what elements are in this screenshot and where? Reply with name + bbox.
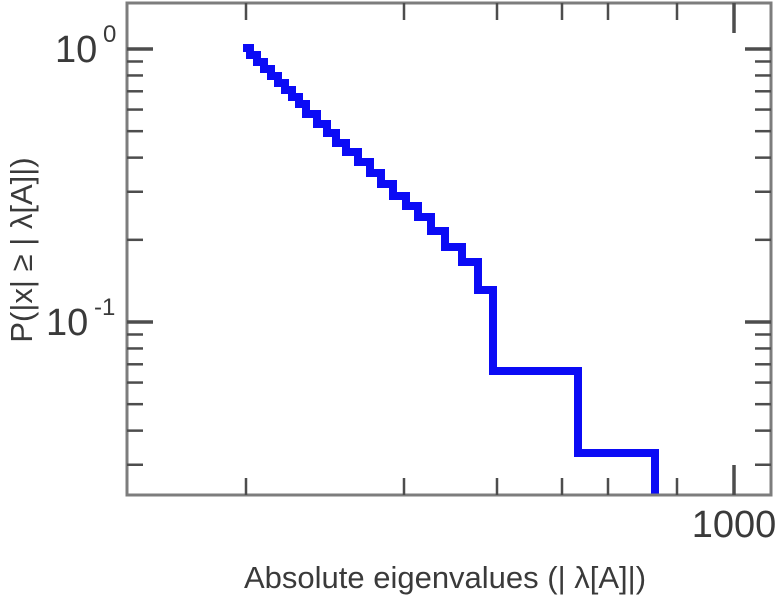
x-tick-label-1000: 1000	[692, 504, 777, 546]
y-tick-label-1e0-mantissa: 10	[55, 29, 97, 71]
y-tick-label-1e0-exponent: 0	[103, 21, 116, 48]
x-axis-top-ticks	[244, 3, 736, 33]
plot-border	[125, 1, 773, 497]
y-tick-label-1e-1-mantissa: 10	[46, 302, 88, 344]
plot-frame	[125, 1, 773, 497]
series-line-0	[243, 44, 659, 494]
x-axis-bottom-ticks	[244, 465, 736, 495]
y-axis-right-ticks	[745, 47, 771, 466]
x-axis-title: Absolute eigenvalues (| λ[A]|)	[244, 560, 646, 595]
data-series-layer	[243, 44, 659, 494]
y-tick-label-1e-1-exponent: -1	[94, 294, 115, 321]
y-axis-title: P(|x| ≥ | λ[A]|)	[4, 157, 39, 342]
y-axis-left-ticks	[127, 47, 153, 466]
